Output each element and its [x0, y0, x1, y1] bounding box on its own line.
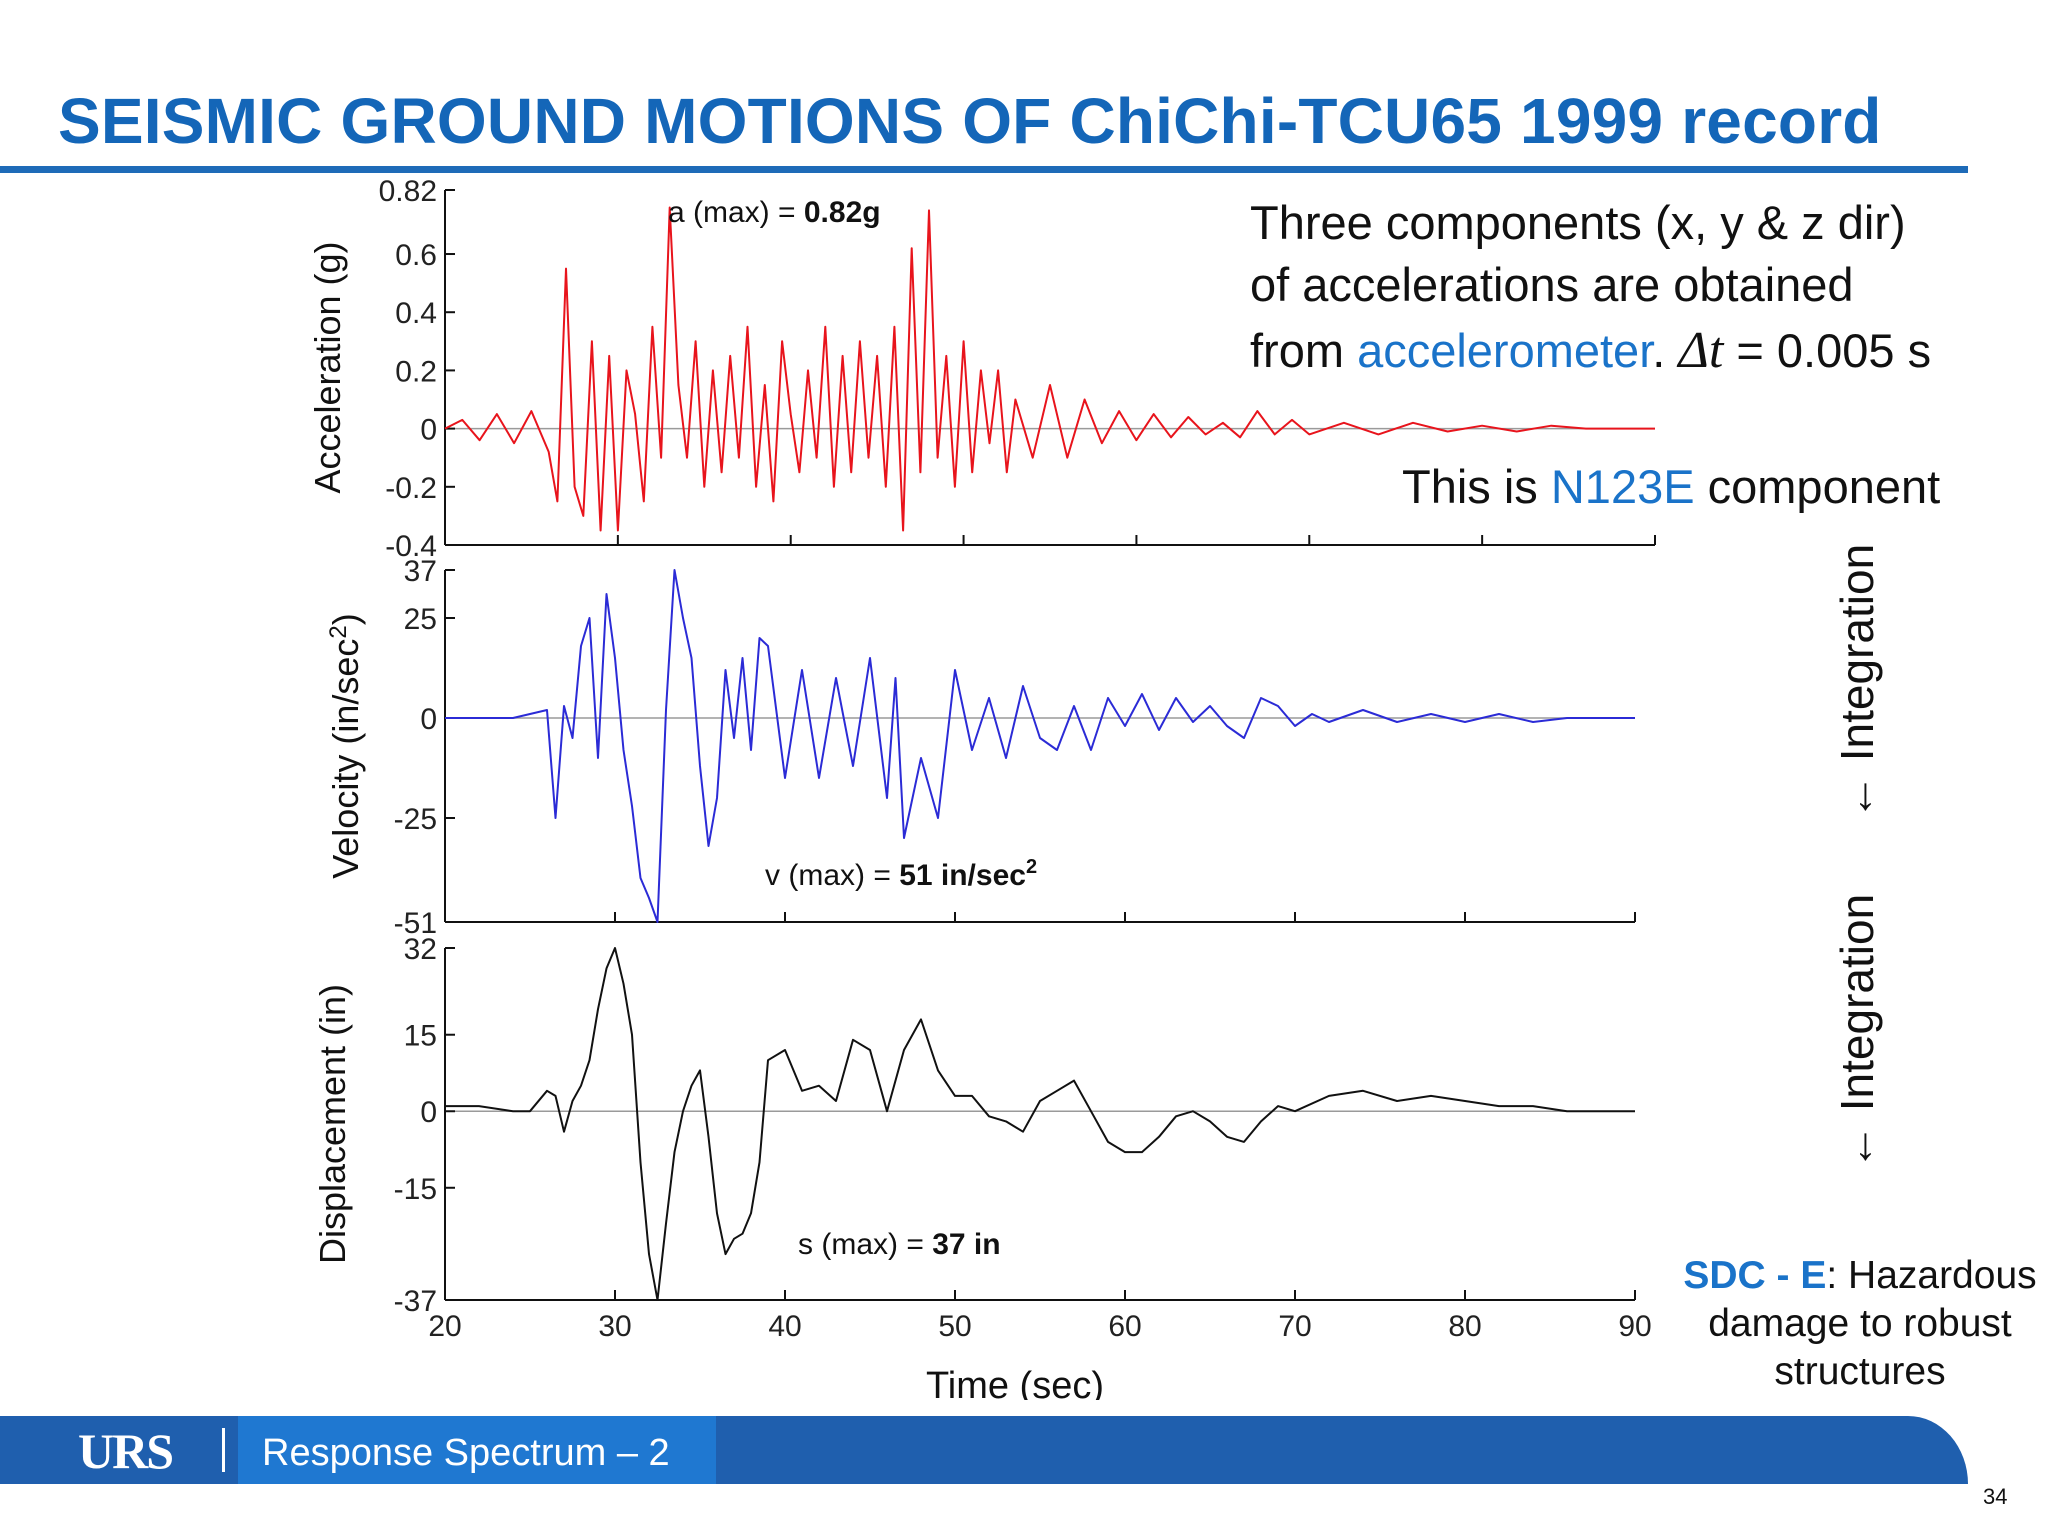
y-tick-label: -25 [394, 803, 437, 836]
x-tick-label: 70 [1278, 1310, 1311, 1343]
sdc-rest: : Hazardous [1826, 1254, 2037, 1297]
y-tick-label: 0.2 [395, 355, 437, 388]
max-annotation: v (max) = 51 in/sec2 [765, 856, 1037, 892]
series-line [445, 569, 1635, 923]
max-annotation: s (max) = 37 in [798, 1228, 1001, 1261]
y-tick-label: 0.4 [395, 297, 437, 330]
page-number: 34 [1983, 1484, 2008, 1509]
y-tick-label: -0.4 [385, 530, 437, 563]
sdc-note: SDC - E: Hazardous damage to robust stru… [1660, 1252, 2048, 1396]
y-tick-label: 32 [404, 933, 437, 966]
y-tick-label: -51 [394, 907, 437, 940]
y-axis-label-end: ) [325, 613, 366, 625]
annotation-prefix: v (max) = [765, 859, 899, 892]
x-tick-label: 80 [1448, 1310, 1481, 1343]
y-axis-label-text: Velocity (in/sec [325, 639, 366, 879]
footer-title: Response Spectrum – 2 [262, 1432, 670, 1474]
x-tick-label: 50 [938, 1310, 971, 1343]
component-suffix: component [1694, 460, 1941, 513]
y-axis-label: Acceleration (g) [307, 241, 348, 493]
chart-panel-3: 32 15 0 -15 -37 Displacement (in) s (max) = 37… [312, 933, 1652, 1400]
y-tick-label: 37 [404, 555, 437, 588]
integration-label-2: ← Integration [1831, 893, 1883, 1170]
y-axis-label-superscript: 2 [325, 625, 352, 638]
footer-bottom-strip [0, 1484, 2048, 1536]
note-line-1: Three components (x, y & z dir) [1250, 196, 1906, 249]
y-tick-label: -0.2 [385, 472, 437, 505]
integration-label-1: ← Integration [1831, 543, 1883, 820]
accelerometer-term: accelerometer [1357, 324, 1653, 377]
y-tick-label: 15 [404, 1020, 437, 1053]
y-tick-label: 0 [420, 703, 437, 736]
note-period: . [1652, 324, 1679, 377]
y-tick-label: 25 [404, 603, 437, 636]
x-tick-label: 60 [1108, 1310, 1141, 1343]
component-name: N123E [1550, 460, 1695, 513]
annotation-value: 37 in [932, 1228, 1000, 1261]
delta-t-symbol: Δt [1678, 322, 1724, 379]
y-tick-label: 0.82 [379, 175, 437, 208]
annotation-prefix: a (max) = [668, 196, 804, 229]
logo-separator [222, 1428, 225, 1472]
seismic-charts: 0.82 0.6 0.4 0.2 0 -0.2 -0.4 Acceleration (g) a … [307, 175, 1656, 1400]
urs-logo: URS [78, 1423, 174, 1479]
y-tick-label: 0 [420, 1096, 437, 1129]
y-tick-label: 0 [420, 414, 437, 447]
component-prefix: This is [1402, 460, 1551, 513]
sdc-line-3: structures [1774, 1350, 1946, 1393]
slide-title: SEISMIC GROUND MOTIONS OF ChiChi-TCU65 1… [58, 85, 1882, 157]
title-underline [0, 166, 1968, 173]
x-axis-label: Time (sec) [926, 1365, 1104, 1400]
max-annotation: a (max) = 0.82g [668, 196, 881, 229]
x-tick-label: 20 [428, 1310, 461, 1343]
x-tick-label: 30 [598, 1310, 631, 1343]
note-from: from [1250, 324, 1358, 377]
note-line-2: of accelerations are obtained [1250, 258, 1854, 311]
y-axis-label: Velocity (in/sec2) [325, 613, 366, 878]
sdc-label: SDC - E [1683, 1254, 1827, 1297]
chart-panel-1: 0.82 0.6 0.4 0.2 0 -0.2 -0.4 Acceleration (g) a … [307, 175, 1656, 563]
note-line-3: from accelerometer. Δt = 0.005 s [1250, 320, 1931, 382]
footer-tab [238, 1416, 716, 1484]
delta-t-value: = 0.005 s [1723, 324, 1932, 377]
y-axis-label-text: Acceleration (g) [307, 241, 348, 493]
y-axis-label: Displacement (in) [312, 984, 353, 1264]
y-tick-label: 0.6 [395, 239, 437, 272]
annotation-value: 0.82g [804, 196, 881, 229]
sdc-line-2: damage to robust [1708, 1302, 2012, 1345]
annotation-prefix: s (max) = [798, 1228, 932, 1261]
y-axis-label-text: Displacement (in) [312, 984, 353, 1264]
y-tick-label: -37 [394, 1285, 437, 1318]
y-tick-label: -15 [394, 1173, 437, 1206]
x-tick-label: 90 [1618, 1310, 1651, 1343]
component-note: This is N123E component [1402, 456, 1940, 518]
series-line [445, 947, 1635, 1301]
x-tick-label: 40 [768, 1310, 801, 1343]
annotation-value: 51 in/sec [899, 859, 1026, 892]
series-line [444, 206, 1655, 532]
annotation-superscript: 2 [1026, 856, 1037, 878]
